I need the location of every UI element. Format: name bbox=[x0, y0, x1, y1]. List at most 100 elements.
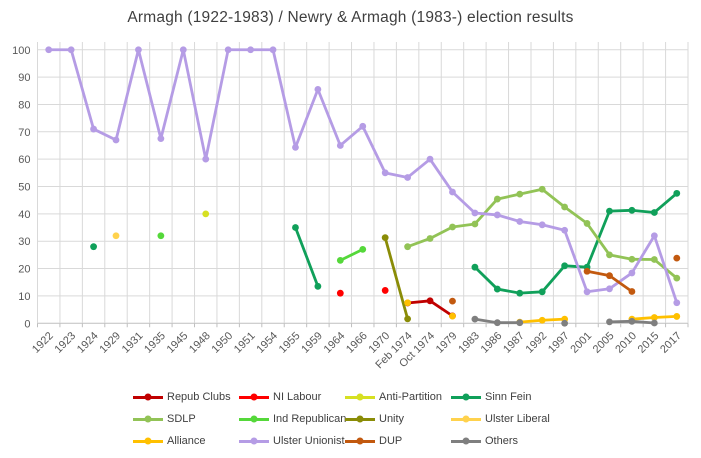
data-point bbox=[202, 155, 210, 163]
legend-item-anti-partition: Anti-Partition bbox=[345, 391, 451, 403]
legend-label: Ulster Liberal bbox=[485, 413, 550, 425]
data-point bbox=[336, 289, 344, 297]
data-point bbox=[381, 287, 389, 294]
legend-label: Repub Clubs bbox=[167, 391, 231, 403]
data-point bbox=[673, 254, 681, 262]
legend-dot-icon bbox=[144, 415, 152, 423]
chart-legend: Repub Clubs NI Labour Anti-Partition Sinn F… bbox=[133, 386, 561, 452]
legend-line-marker-icon bbox=[133, 415, 163, 423]
data-point bbox=[493, 319, 501, 327]
legend-dot-icon bbox=[250, 437, 258, 445]
data-point bbox=[404, 243, 412, 251]
series-repub-clubs bbox=[404, 297, 456, 320]
legend-label: Unity bbox=[379, 413, 405, 425]
y-axis-tick-labels: 0 10 20 30 40 50 60 70 80 90 100 bbox=[12, 45, 30, 331]
data-point bbox=[673, 313, 681, 320]
legend-line-marker-icon bbox=[345, 415, 375, 423]
data-point bbox=[493, 285, 501, 293]
series-dup bbox=[449, 254, 681, 305]
data-point bbox=[628, 255, 636, 263]
y-tick-label: 10 bbox=[18, 291, 30, 303]
data-point bbox=[336, 256, 344, 264]
legend-item-ni-labour: NI Labour bbox=[239, 391, 345, 403]
series-sinn-fein bbox=[90, 189, 681, 297]
series-sdlp bbox=[404, 185, 681, 282]
data-point bbox=[359, 246, 367, 253]
data-point bbox=[516, 218, 524, 225]
data-point bbox=[112, 136, 120, 144]
gridlines bbox=[37, 42, 689, 324]
legend-item-ind-republican: Ind Republican bbox=[239, 413, 347, 425]
data-point bbox=[112, 232, 120, 240]
data-point bbox=[628, 206, 636, 214]
x-tick-label: 1922 bbox=[30, 330, 56, 356]
legend-label: Ind Republican bbox=[273, 413, 347, 425]
data-point bbox=[449, 223, 456, 231]
data-point bbox=[606, 285, 613, 293]
legend-line-marker-icon bbox=[345, 393, 375, 401]
x-tick-label: 2015 bbox=[636, 330, 662, 356]
data-point bbox=[404, 174, 412, 181]
legend-dot-icon bbox=[462, 393, 470, 401]
y-tick-label: 80 bbox=[18, 99, 30, 111]
legend-line-marker-icon bbox=[451, 415, 481, 423]
series-alliance bbox=[404, 299, 681, 326]
legend-item-dup: DUP bbox=[345, 435, 451, 447]
x-tick-label: 1955 bbox=[277, 330, 303, 356]
legend-line-marker-icon bbox=[451, 437, 481, 445]
data-point bbox=[314, 282, 322, 290]
data-point bbox=[561, 226, 569, 234]
legend-label: Alliance bbox=[167, 435, 206, 447]
data-point bbox=[516, 319, 524, 327]
data-point bbox=[471, 209, 479, 217]
x-tick-label: 1954 bbox=[254, 330, 280, 356]
legend-dot-icon bbox=[462, 415, 470, 423]
legend-item-unity: Unity bbox=[345, 413, 451, 425]
legend-dot-icon bbox=[250, 415, 258, 423]
data-point bbox=[90, 125, 97, 133]
x-tick-label: 1951 bbox=[232, 330, 258, 356]
data-point bbox=[179, 46, 187, 54]
data-point bbox=[628, 288, 636, 295]
data-point bbox=[650, 256, 658, 263]
data-point bbox=[90, 243, 97, 251]
x-tick-label: 1986 bbox=[479, 330, 505, 356]
x-tick-label: 1950 bbox=[209, 330, 235, 356]
data-point bbox=[673, 299, 681, 307]
data-point bbox=[561, 319, 569, 327]
legend-line-marker-icon bbox=[239, 415, 269, 423]
data-point bbox=[606, 272, 613, 280]
data-point bbox=[449, 312, 456, 320]
x-tick-label: 1997 bbox=[546, 330, 572, 356]
legend-item-others: Others bbox=[451, 435, 561, 447]
data-point bbox=[628, 317, 636, 325]
y-tick-label: 70 bbox=[18, 127, 30, 139]
data-point bbox=[224, 46, 232, 54]
data-point bbox=[314, 86, 322, 93]
data-point bbox=[650, 319, 658, 327]
series-others bbox=[471, 315, 658, 327]
series-unity bbox=[381, 234, 412, 323]
y-tick-label: 20 bbox=[18, 264, 30, 276]
data-point bbox=[493, 211, 501, 219]
x-tick-label: 1931 bbox=[120, 330, 146, 356]
series-ulster-unionist bbox=[45, 46, 681, 307]
data-point bbox=[269, 46, 277, 54]
legend-dot-icon bbox=[462, 437, 470, 445]
x-tick-label: 1964 bbox=[322, 330, 348, 356]
x-tick-label: 1979 bbox=[434, 330, 460, 356]
x-tick-label: 1987 bbox=[501, 330, 527, 356]
data-point bbox=[561, 262, 569, 270]
data-point bbox=[516, 289, 524, 297]
legend-item-ulster-unionist: Ulster Unionist bbox=[239, 435, 345, 447]
series-ind-republican bbox=[157, 232, 367, 264]
y-tick-label: 50 bbox=[18, 182, 30, 194]
data-point bbox=[67, 46, 75, 54]
legend-line-marker-icon bbox=[345, 437, 375, 445]
data-point bbox=[471, 315, 479, 323]
data-point bbox=[516, 190, 524, 198]
x-tick-label: 1959 bbox=[299, 330, 325, 356]
data-point bbox=[650, 209, 658, 216]
